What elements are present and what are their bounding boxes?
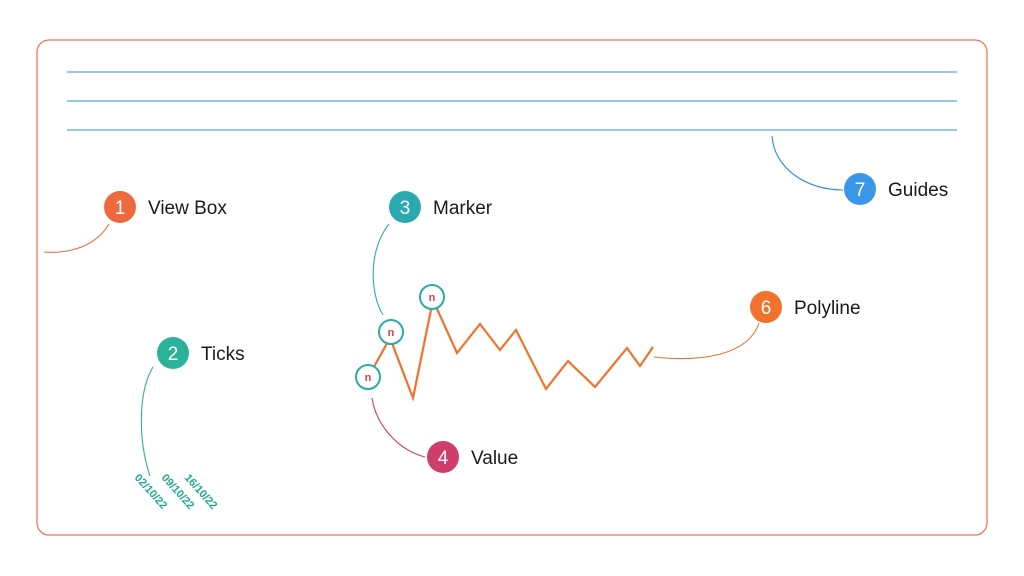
marker-3: n — [419, 284, 445, 310]
callout-polyline: 6 Polyline — [750, 291, 861, 323]
badge-number: 7 — [855, 180, 866, 201]
badge-circle — [750, 291, 782, 323]
callout-guides: 7 Guides — [844, 173, 948, 205]
callout-label: View Box — [148, 198, 227, 219]
callout-label: Guides — [888, 180, 948, 201]
polyline-series — [369, 296, 654, 402]
callout-label: Polyline — [794, 298, 861, 319]
marker-1: n — [355, 364, 381, 390]
badge-circle — [104, 191, 136, 223]
marker-letter: n — [429, 292, 436, 304]
marker-ring — [419, 284, 445, 310]
badge-number: 6 — [761, 298, 772, 319]
marker-connector — [372, 223, 390, 316]
view-box-frame — [36, 39, 988, 536]
callout-view-box: 1 View Box — [104, 191, 227, 223]
badge-circle — [157, 337, 189, 369]
guide-lines — [67, 71, 957, 131]
view-box-connector — [43, 223, 110, 253]
callout-label: Marker — [433, 198, 493, 219]
badge-circle — [844, 173, 876, 205]
badge-circle — [389, 191, 421, 223]
marker-2: n — [378, 319, 404, 345]
badge-number: 2 — [168, 344, 179, 365]
marker-ring — [355, 364, 381, 390]
value-connector — [371, 397, 426, 458]
callout-ticks: 2 Ticks — [157, 337, 245, 369]
callout-label: Value — [471, 448, 518, 469]
badge-circle — [427, 441, 459, 473]
badge-number: 1 — [115, 198, 126, 219]
marker-letter: n — [365, 372, 372, 384]
badge-number: 3 — [400, 198, 411, 219]
callout-label: Ticks — [201, 344, 245, 365]
guides-connector — [771, 135, 844, 191]
polyline-connector — [653, 322, 760, 360]
callout-marker: 3 Marker — [389, 191, 493, 223]
marker-letter: n — [388, 327, 395, 339]
callout-value: 4 Value — [427, 441, 518, 473]
badge-number: 4 — [438, 448, 449, 469]
ticks-connector — [140, 366, 154, 477]
marker-ring — [378, 319, 404, 345]
